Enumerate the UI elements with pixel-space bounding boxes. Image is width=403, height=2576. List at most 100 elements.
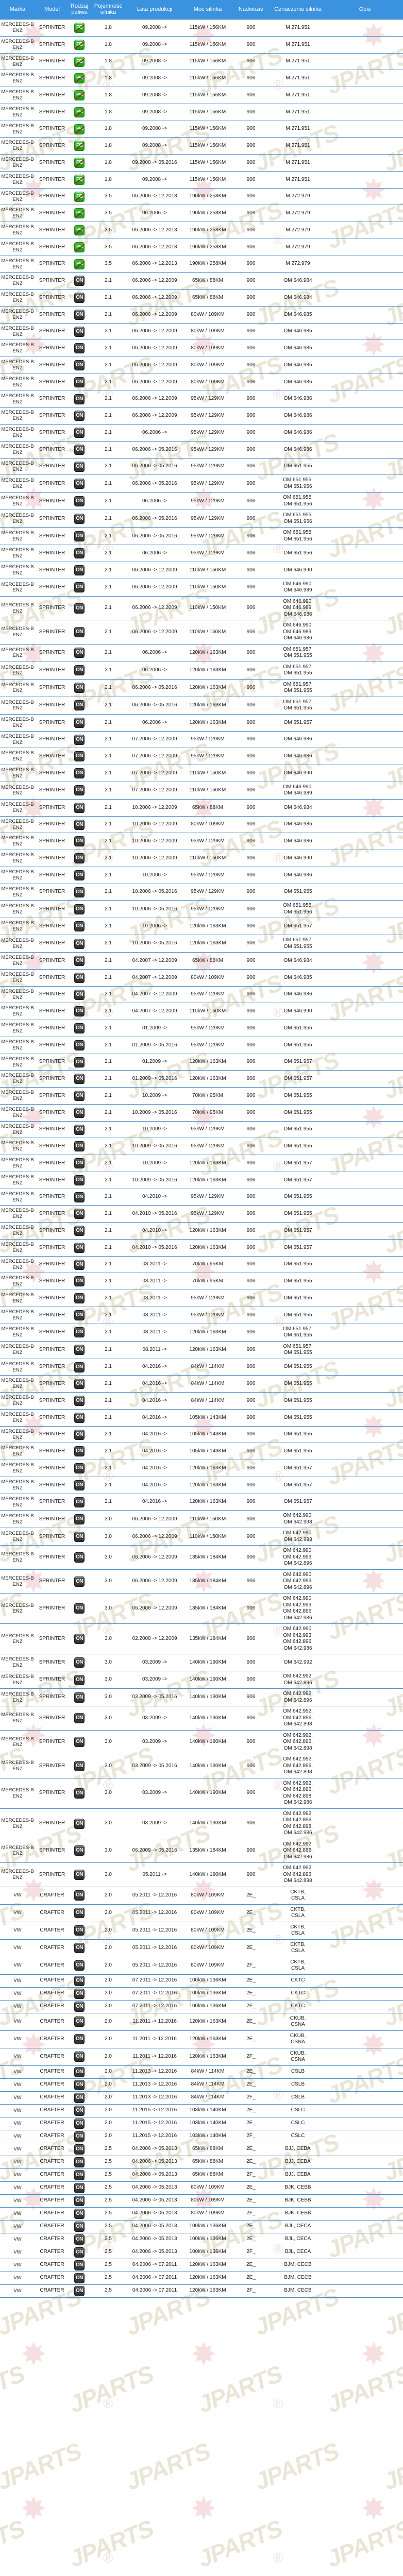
table-row[interactable]: MERCEDES-BENZ SPRINTER ON 2.1 04.2016 -> 105k… [0, 1443, 403, 1461]
table-row[interactable]: VW CRAFTER ON 2.0 05.2011 -> 12.2016 80kW / 1… [0, 1886, 403, 1905]
table-row[interactable]: VW CRAFTER ON 2.0 11.2013 -> 12.2016 84kW / 1… [0, 2078, 403, 2092]
table-row[interactable]: MERCEDES-BENZ SPRINTER ON 2.1 06.2006 -> 120k… [0, 661, 403, 680]
table-row[interactable]: MERCEDES-BENZ SPRINTER ON 3.0 03.2009 -> 140k… [0, 1777, 403, 1809]
table-row[interactable]: VW CRAFTER ON 2.5 04.2006 -> 07.2011 120kW / … [0, 2284, 403, 2298]
table-row[interactable]: MERCEDES-BENZ SPRINTER ON 2.1 06.2006 -> 12.… [0, 390, 403, 408]
table-row[interactable]: VW CRAFTER ON 2.0 11.2013 -> 12.2016 84kW / 1… [0, 2065, 403, 2079]
table-row[interactable]: VW CRAFTER ON 2.5 04.2006 -> 05.2013 65kW / 8… [0, 2155, 403, 2169]
table-row[interactable]: MERCEDES-BENZ SPRINTER ON 2.1 06.2006 -> 12.… [0, 340, 403, 358]
table-row[interactable]: MERCEDES-BENZ SPRINTER ON 2.1 06.2006 -> 12.… [0, 373, 403, 391]
table-row[interactable]: MERCEDES-BENZ SPRINTER ON 2.1 01.2009 -> 05.… [0, 1070, 403, 1088]
table-row[interactable]: VW CRAFTER ON 2.0 11.2011 -> 12.2016 120kW / … [0, 2012, 403, 2031]
table-row[interactable]: VW CRAFTER ON 2.5 04.2006 -> 07.2011 120kW / … [0, 2258, 403, 2272]
table-row[interactable]: MERCEDES-BENZ SPRINTER ON 2.1 10.2006 -> 95kW… [0, 866, 403, 884]
table-row[interactable]: MERCEDES-BENZ SPRINTER ON 2.1 04.2016 -> 84kW… [0, 1358, 403, 1376]
table-row[interactable]: VW CRAFTER ON 2.5 04.2006 -> 05.2013 80kW / 1… [0, 2207, 403, 2221]
table-row[interactable]: VW CRAFTER ON 2.0 11.2015 -> 12.2016 103kW / … [0, 2116, 403, 2130]
table-row[interactable]: MERCEDES-BENZ SPRINTER ON 2.1 01.2009 -> 95kW… [0, 1020, 403, 1037]
table-row[interactable]: MERCEDES-BENZ SPRINTER ON 2.1 06.2006 -> 05.… [0, 696, 403, 715]
table-row[interactable]: MERCEDES-BENZ SPRINTER ON 2.1 06.2006 -> 120k… [0, 714, 403, 732]
table-row[interactable]: MERCEDES-BENZ SPRINTER ON 2.1 06.2006 -> 12.… [0, 306, 403, 324]
table-row[interactable]: MERCEDES-BENZ SPRINTER ON 2.1 06.2006 -> 95kW… [0, 424, 403, 442]
table-row[interactable]: MERCEDES-BENZ SPRINTER ON 2.1 10.2009 -> 05.… [0, 1138, 403, 1156]
table-row[interactable]: MERCEDES-BENZ SPRINTER ON 2.1 07.2006 -> 12.… [0, 781, 403, 800]
table-row[interactable]: MERCEDES-BENZ SPRINTER ON 2.1 04.2016 -> 84kW… [0, 1392, 403, 1410]
table-row[interactable]: MERCEDES-BENZ SPRINTER ON 2.1 06.2006 -> 05.… [0, 679, 403, 697]
column-header-nadwozie[interactable]: Nadwozie [233, 0, 269, 20]
table-row[interactable]: MERCEDES-BENZ SPRINTER ON 2.1 04.2010 -> 05.… [0, 1205, 403, 1223]
table-row[interactable]: MERCEDES-BENZ SPRINTER ON 3.0 06.2009 -> 05.… [0, 1838, 403, 1863]
table-row[interactable]: MERCEDES-BENZ SPRINTER ON 3.0 02.2008 -> 12.… [0, 1623, 403, 1655]
table-row[interactable]: MERCEDES-BENZ SPRINTER ON 2.1 04.2016 -> 120k… [0, 1460, 403, 1477]
table-row[interactable]: MERCEDES-BENZ SPRINTER ON 2.1 10.2006 -> 05.… [0, 883, 403, 901]
table-row[interactable]: MERCEDES-BENZ SPRINTER ON 2.1 08.2011 -> 120k… [0, 1323, 403, 1342]
table-row[interactable]: MERCEDES-BENZ SPRINTER ON 3.0 05.2011 -> 140k… [0, 1862, 403, 1887]
table-row[interactable]: MERCEDES-BENZ SPRINTER ON 2.1 06.2006 -> 05.… [0, 440, 403, 459]
table-row[interactable]: MERCEDES-BENZ SPRINTER ON 2.1 07.2006 -> 12.… [0, 731, 403, 749]
table-row[interactable]: VW CRAFTER ON 2.0 05.2011 -> 12.2016 80kW / 1… [0, 1956, 403, 1975]
table-row[interactable]: MERCEDES-BENZ SPRINTER ON 2.1 04.2010 -> 120k… [0, 1222, 403, 1240]
table-row[interactable]: VW CRAFTER ON 2.5 04.2006 -> 05.2013 65kW / 8… [0, 2142, 403, 2156]
table-row[interactable]: MERCEDES-BENZ SPRINTER ON 2.1 10.2006 -> 12.… [0, 816, 403, 834]
table-row[interactable]: VW CRAFTER ON 2.0 11.2011 -> 12.2016 120kW / … [0, 2030, 403, 2048]
column-header-moc[interactable]: Moc silnika [182, 0, 233, 20]
table-row[interactable]: MERCEDES-BENZ SPRINTER ON 2.1 06.2006 -> 05.… [0, 457, 403, 476]
table-row[interactable]: VW CRAFTER ON 2.5 04.2006 -> 05.2013 100kW / … [0, 2245, 403, 2259]
table-row[interactable]: MERCEDES-BENZ SPRINTER ON 2.1 04.2016 -> 105k… [0, 1426, 403, 1444]
table-row[interactable]: MERCEDES-BENZ SPRINTER ON 3.0 06.2006 -> 12.… [0, 1510, 403, 1529]
table-row[interactable]: VW CRAFTER ON 2.0 07.2011 -> 12.2016 100kW / … [0, 1974, 403, 1988]
table-row[interactable]: MERCEDES-BENZ SPRINTER ON 2.1 04.2007 -> 12.… [0, 969, 403, 987]
table-row[interactable]: MERCEDES-BENZ SPRINTER ON 3.0 06.2006 -> 12.… [0, 1545, 403, 1570]
table-row[interactable]: MERCEDES-BENZ SPRINTER ON 2.1 04.2016 -> 120k… [0, 1493, 403, 1511]
table-row[interactable]: MERCEDES-BENZ SPRINTER ON 3.0 03.2009 -> 140k… [0, 1730, 403, 1755]
table-row[interactable]: VW CRAFTER ON 2.0 11.2011 -> 12.2016 120kW / … [0, 2047, 403, 2066]
table-row[interactable]: MERCEDES-BENZ SPRINTER ON 2.1 08.2011 -> 95kW… [0, 1290, 403, 1307]
table-row[interactable]: MERCEDES-BENZ SPRINTER ON 2.1 01.2009 -> 120k… [0, 1053, 403, 1071]
table-row[interactable]: MERCEDES-BENZ SPRINTER ON 2.1 10.2006 -> 12.… [0, 799, 403, 817]
column-header-model[interactable]: Model [35, 0, 69, 20]
table-row[interactable]: MERCEDES-BENZ SPRINTER ON 2.1 06.2006 -> 12.… [0, 578, 403, 597]
table-row[interactable]: MERCEDES-BENZ SPRINTER ON 2.1 10.2009 -> 05.… [0, 1171, 403, 1189]
table-row[interactable]: MERCEDES-BENZ SPRINTER ON 2.1 06.2006 -> 12.… [0, 357, 403, 374]
table-row[interactable]: MERCEDES-BENZ SPRINTER ON 2.1 04.2010 -> 05.… [0, 1239, 403, 1257]
table-row[interactable]: VW CRAFTER ON 2.0 11.2015 -> 12.2016 103kW / … [0, 2104, 403, 2117]
table-row[interactable]: MERCEDES-BENZ SPRINTER ON 2.1 10.2009 -> 120k… [0, 1155, 403, 1172]
table-row[interactable]: MERCEDES-BENZ SPRINTER ON 3.0 03.2009 -> 05.… [0, 1688, 403, 1707]
table-row[interactable]: MERCEDES-BENZ SPRINTER ON 2.1 04.2007 -> 12.… [0, 952, 403, 970]
table-row[interactable]: MERCEDES-BENZ SPRINTER ON 2.1 06.2006 -> 12.… [0, 407, 403, 425]
table-row[interactable]: MERCEDES-BENZ SPRINTER ON 2.1 10.2006 -> 05.… [0, 935, 403, 953]
table-row[interactable]: VW CRAFTER ON 2.0 07.2011 -> 12.2016 100kW / … [0, 1999, 403, 2013]
table-row[interactable]: MERCEDES-BENZ SPRINTER ON 2.1 10.2006 -> 05.… [0, 900, 403, 919]
table-row[interactable]: VW CRAFTER ON 2.0 05.2011 -> 12.2016 80kW / 1… [0, 1939, 403, 1957]
table-row[interactable]: MERCEDES-BENZ SPRINTER ON 2.1 06.2006 -> 12.… [0, 620, 403, 645]
table-row[interactable]: MERCEDES-BENZ SPRINTER ON 2.1 06.2006 -> 12.… [0, 323, 403, 341]
table-row[interactable]: MERCEDES-BENZ SPRINTER ON 2.1 10.2009 -> 95kW… [0, 1121, 403, 1139]
table-row[interactable]: MERCEDES-BENZ SPRINTER ON 2.1 06.2006 -> 95kW… [0, 545, 403, 563]
table-row[interactable]: MERCEDES-BENZ SPRINTER ON 2.1 04.2016 -> 120k… [0, 1476, 403, 1494]
table-row[interactable]: MERCEDES-BENZ SPRINTER ON 3.0 03.2009 -> 140k… [0, 1808, 403, 1839]
table-row[interactable]: MERCEDES-BENZ SPRINTER ON 2.1 10.2006 -> 120k… [0, 918, 403, 936]
table-row[interactable]: MERCEDES-BENZ SPRINTER ON 2.1 06.2006 -> 05.… [0, 527, 403, 546]
table-row[interactable]: VW CRAFTER ON 2.5 04.2006 -> 07.2011 120kW / … [0, 2271, 403, 2285]
table-row[interactable]: MERCEDES-BENZ SPRINTER ON 2.1 10.2009 -> 05.… [0, 1104, 403, 1122]
table-row[interactable]: MERCEDES-BENZ SPRINTER ON 2.1 10.2006 -> 12.… [0, 833, 403, 851]
table-row[interactable]: MERCEDES-BENZ SPRINTER ON 3.0 03.2009 -> 140k… [0, 1706, 403, 1731]
table-row[interactable]: VW CRAFTER ON 2.5 04.2006 -> 05.2013 100kW / … [0, 2232, 403, 2246]
table-row[interactable]: MERCEDES-BENZ SPRINTER ON 3.0 03.2009 -> 140k… [0, 1654, 403, 1672]
table-row[interactable]: MERCEDES-BENZ SPRINTER ON 3.0 03.2009 -> 05.… [0, 1754, 403, 1778]
table-row[interactable]: MERCEDES-BENZ SPRINTER ON 3.0 06.2006 -> 12.… [0, 1528, 403, 1546]
table-row[interactable]: VW CRAFTER ON 2.0 05.2011 -> 12.2016 80kW / 1… [0, 1904, 403, 1922]
table-row[interactable]: MERCEDES-BENZ SPRINTER ON 2.1 04.2016 -> 105k… [0, 1409, 403, 1427]
table-row[interactable]: MERCEDES-BENZ SPRINTER ON 2.1 06.2006 -> 12.… [0, 596, 403, 621]
table-row[interactable]: MERCEDES-BENZ SPRINTER ON 2.1 06.2006 -> 05.… [0, 474, 403, 493]
